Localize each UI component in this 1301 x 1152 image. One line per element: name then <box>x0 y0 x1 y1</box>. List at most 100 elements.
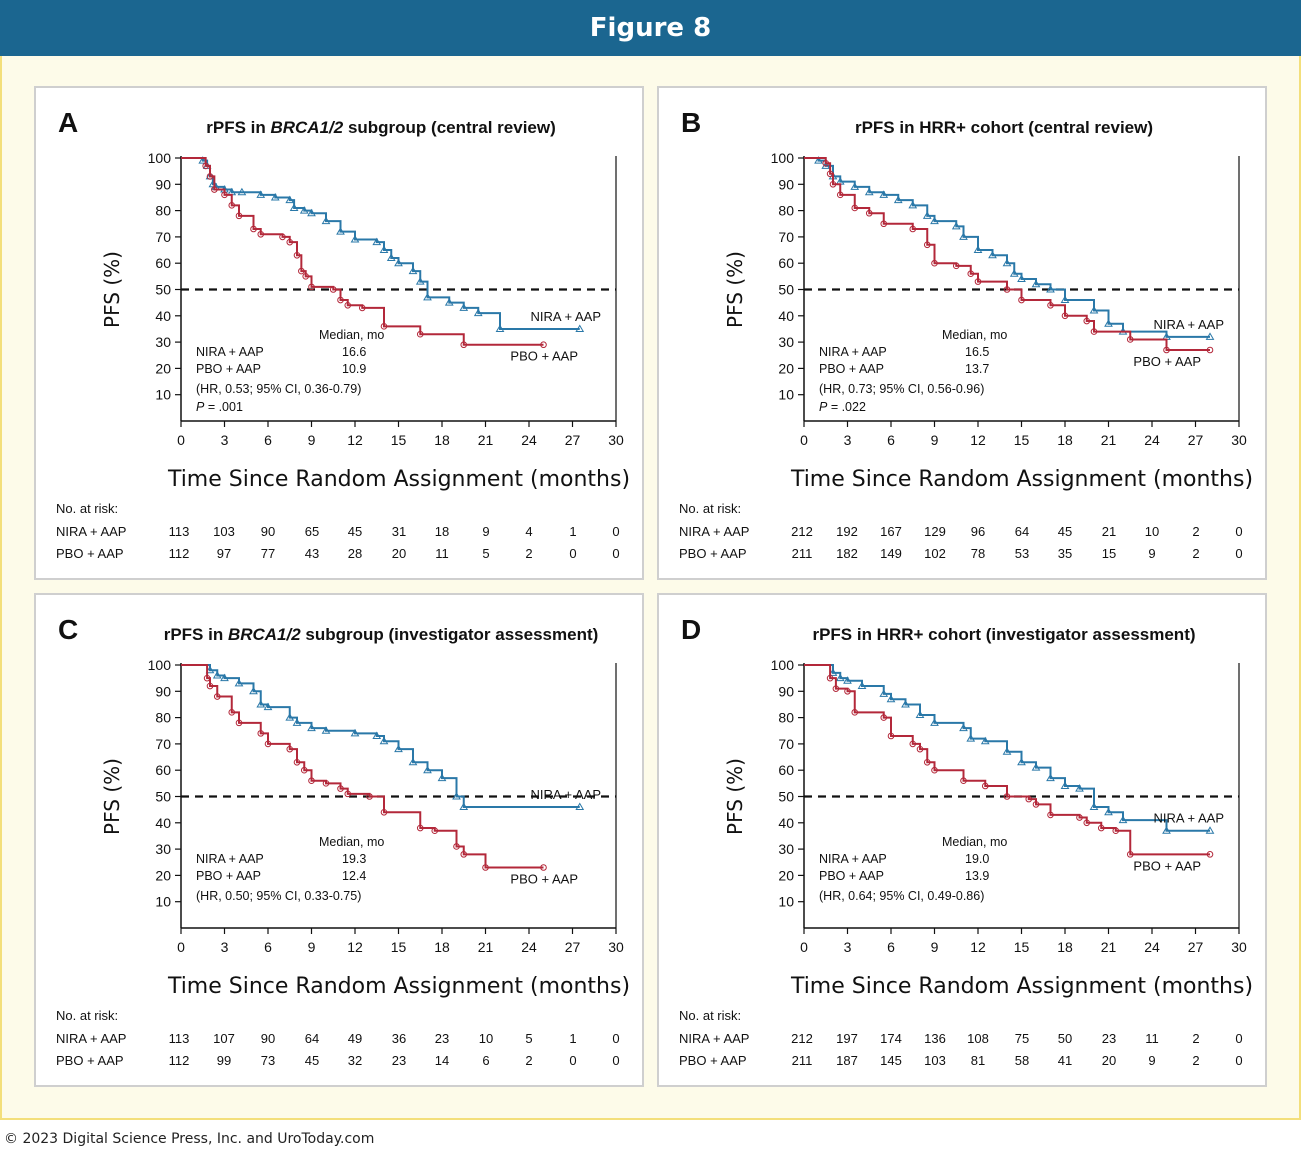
censor-marker <box>299 206 309 214</box>
risk-count: 14 <box>435 1053 449 1068</box>
censor-marker <box>286 238 294 246</box>
median-header: Median, mo <box>319 835 384 849</box>
censor-marker <box>1163 346 1170 354</box>
risk-count: 6 <box>482 1053 489 1068</box>
risk-count: 0 <box>1235 1031 1242 1046</box>
censor-marker <box>887 732 895 740</box>
panel-title: rPFS in HRR+ cohort (central review) <box>855 118 1153 137</box>
censor-marker <box>1118 815 1128 824</box>
series-label-nira: NIRA + AAP <box>531 309 601 324</box>
risk-count: 5 <box>482 546 489 561</box>
censor-marker <box>380 808 388 816</box>
median-value-pbo: 10.9 <box>342 362 366 376</box>
x-tick-label: 3 <box>844 939 852 955</box>
risk-count: 53 <box>1015 546 1029 561</box>
x-axis-label: Time Since Random Assignment (months) <box>790 467 1253 492</box>
risk-count: 64 <box>1015 524 1029 539</box>
x-axis-label: Time Since Random Assignment (months) <box>790 974 1253 999</box>
censor-marker <box>952 262 960 270</box>
median-value-pbo: 12.4 <box>342 869 366 883</box>
y-tick-label: 30 <box>155 334 171 350</box>
risk-count: 187 <box>836 1053 858 1068</box>
risk-count: 11 <box>1145 1031 1159 1046</box>
risk-count: 45 <box>1058 524 1072 539</box>
censor-marker <box>1047 301 1054 309</box>
p-value: P = .001 <box>196 400 243 414</box>
censor-marker <box>256 699 266 708</box>
y-axis-label: PFS (%) <box>723 251 747 328</box>
risk-count: 10 <box>1145 524 1159 539</box>
risk-count: 103 <box>213 524 235 539</box>
censor-marker <box>198 156 208 164</box>
risk-count: 45 <box>305 1053 319 1068</box>
censor-marker <box>931 259 938 267</box>
censor-marker <box>814 156 823 164</box>
censor-marker <box>959 232 968 240</box>
risk-count: 23 <box>1102 1031 1116 1046</box>
censor-marker <box>256 190 266 198</box>
censor-marker <box>1104 319 1113 327</box>
censor-marker <box>380 323 388 330</box>
hazard-ratio: (HR, 0.73; 95% CI, 0.56-0.96) <box>819 382 984 396</box>
risk-count: 2 <box>1192 1053 1199 1068</box>
censor-marker <box>350 728 360 737</box>
risk-count: 212 <box>791 1031 813 1046</box>
censor-marker <box>228 709 236 716</box>
censor-marker <box>307 208 316 217</box>
median-value-nira: 19.3 <box>342 852 366 866</box>
censor-marker <box>302 273 310 280</box>
censor-marker <box>286 745 294 753</box>
risk-row-label: NIRA + AAP <box>56 1031 126 1046</box>
panel-letter: A <box>58 107 78 138</box>
censor-marker <box>220 673 229 682</box>
y-tick-label: 40 <box>778 308 794 324</box>
censor-marker <box>298 267 305 275</box>
risk-count: 81 <box>971 1053 985 1068</box>
censor-marker <box>350 235 360 243</box>
risk-count: 0 <box>612 524 619 539</box>
censor-marker <box>1046 285 1055 293</box>
y-tick-label: 70 <box>778 736 794 752</box>
y-tick-label: 80 <box>155 203 171 219</box>
panel-title: rPFS in HRR+ cohort (investigator assess… <box>812 625 1195 644</box>
risk-count: 18 <box>435 524 449 539</box>
y-tick-label: 20 <box>155 360 171 376</box>
risk-count: 64 <box>305 1031 319 1046</box>
censor-marker <box>366 793 373 800</box>
risk-count: 23 <box>435 1031 449 1046</box>
censor-marker <box>408 757 418 766</box>
x-tick-label: 0 <box>177 432 185 448</box>
censor-marker <box>575 324 585 332</box>
censor-marker <box>851 204 859 212</box>
censor-marker <box>1112 827 1120 834</box>
risk-table-title: No. at risk: <box>56 501 118 516</box>
risk-count: 15 <box>1102 546 1116 561</box>
y-tick-label: 90 <box>778 176 794 192</box>
censor-marker <box>1126 336 1134 343</box>
censor-marker <box>285 713 295 721</box>
x-tick-label: 6 <box>264 939 272 955</box>
risk-count: 0 <box>612 1053 619 1068</box>
panel-title-part: rPFS in HRR+ cohort (investigator assess… <box>812 625 1195 644</box>
censor-marker <box>337 296 344 304</box>
risk-count: 97 <box>217 546 231 561</box>
censor-marker <box>1003 793 1011 800</box>
censor-marker <box>263 702 273 711</box>
censor-marker <box>203 674 211 682</box>
censor-marker <box>308 283 315 291</box>
censor-marker <box>959 723 968 732</box>
km-curve-pbo <box>181 157 544 346</box>
x-tick-label: 9 <box>308 432 316 448</box>
censor-marker <box>844 688 851 695</box>
y-tick-label: 70 <box>155 736 171 752</box>
censor-marker <box>473 308 483 317</box>
risk-row-label: PBO + AAP <box>679 1053 747 1068</box>
risk-count: 197 <box>836 1031 858 1046</box>
median-value-pbo: 13.7 <box>965 362 989 376</box>
censor-marker <box>916 745 924 753</box>
median-value-nira: 16.6 <box>342 345 366 359</box>
censor-marker <box>416 824 424 832</box>
